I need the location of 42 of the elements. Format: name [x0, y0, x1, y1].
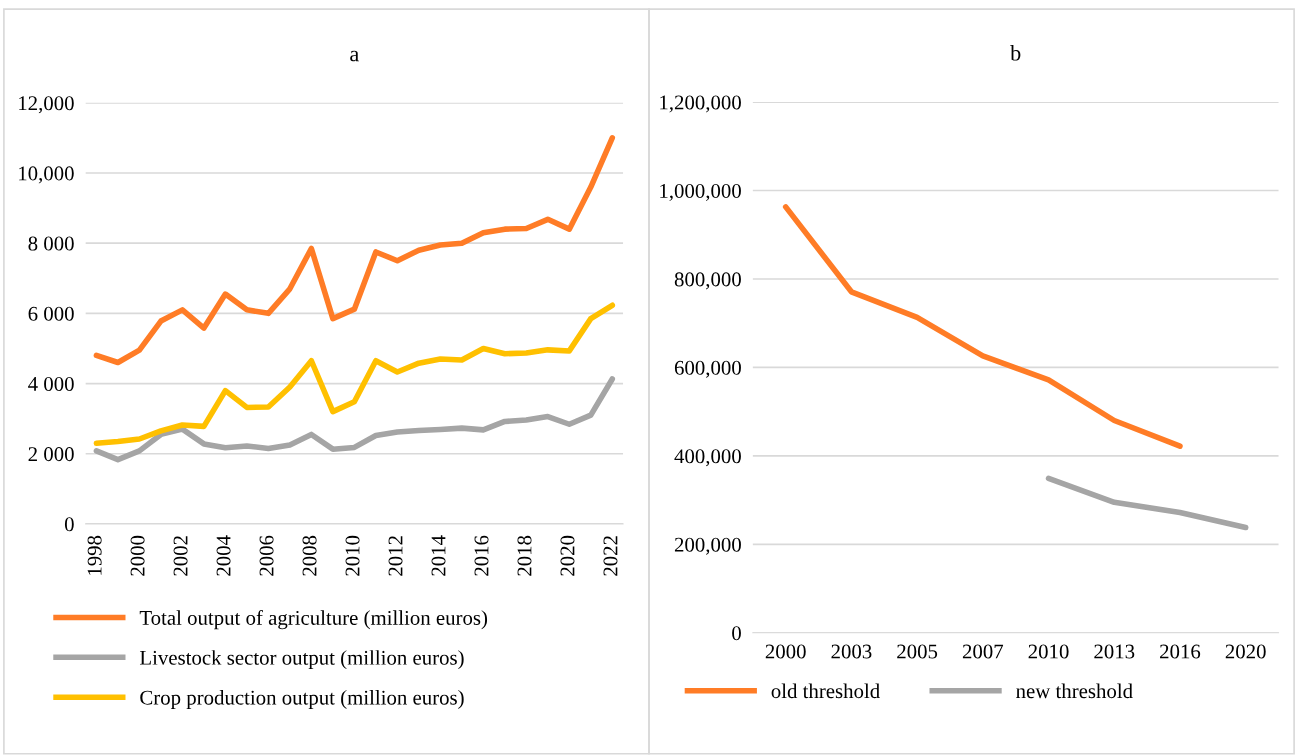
y-tick-label: 600,000 [674, 360, 741, 378]
x-tick-label: 2010 [345, 535, 360, 576]
x-tick-label: 2000 [765, 644, 806, 659]
y-tick-label: 200,000 [674, 537, 741, 555]
y-tick-label: 1,200,000 [660, 95, 741, 113]
y-tick-label: 2 000 [28, 447, 74, 462]
y-tick-label: 6 000 [28, 306, 74, 321]
chart-title: a [350, 50, 359, 62]
legend-label: Crop production output (million euros) [140, 690, 464, 709]
y-tick-label: 12,000 [19, 96, 74, 114]
y-tick-label: 10,000 [19, 166, 74, 184]
x-tick-label: 2013 [1094, 644, 1135, 659]
y-tick-label: 1,000,000 [660, 183, 741, 201]
x-tick-label: 2016 [474, 535, 489, 576]
legend-label: new threshold [1016, 683, 1133, 699]
x-tick-label: 2007 [962, 644, 1004, 659]
y-tick-label: 0 [64, 517, 74, 532]
y-tick-label: 8 000 [28, 236, 74, 251]
x-tick-label: 2014 [431, 535, 446, 576]
x-tick-label: 2018 [517, 535, 532, 576]
x-tick-label: 2022 [603, 536, 618, 576]
x-tick-label: 2005 [897, 644, 938, 659]
x-tick-label: 2016 [1160, 644, 1201, 659]
x-tick-label: 2020 [560, 535, 575, 576]
legend-label: old threshold [771, 683, 880, 699]
x-tick-label: 2008 [302, 535, 317, 576]
x-tick-label: 2010 [1028, 644, 1069, 659]
x-tick-label: 1998 [87, 535, 102, 575]
x-tick-label: 2000 [130, 535, 145, 576]
y-tick-label: 400,000 [674, 449, 741, 467]
x-tick-label: 2006 [259, 535, 274, 576]
x-tick-label: 2020 [1225, 644, 1266, 659]
x-tick-label: 2012 [388, 536, 403, 576]
y-tick-label: 800,000 [674, 272, 741, 290]
legend-label: Total output of agriculture (million euros) [139, 610, 488, 630]
x-tick-label: 2004 [216, 535, 231, 576]
y-tick-label: 4 000 [28, 376, 74, 391]
x-tick-label: 2002 [173, 536, 188, 576]
legend-label: Livestock sector output (million euros) [139, 650, 464, 670]
chart-title: b [1010, 44, 1021, 61]
x-tick-label: 2003 [831, 644, 872, 659]
y-tick-label: 0 [732, 626, 741, 641]
